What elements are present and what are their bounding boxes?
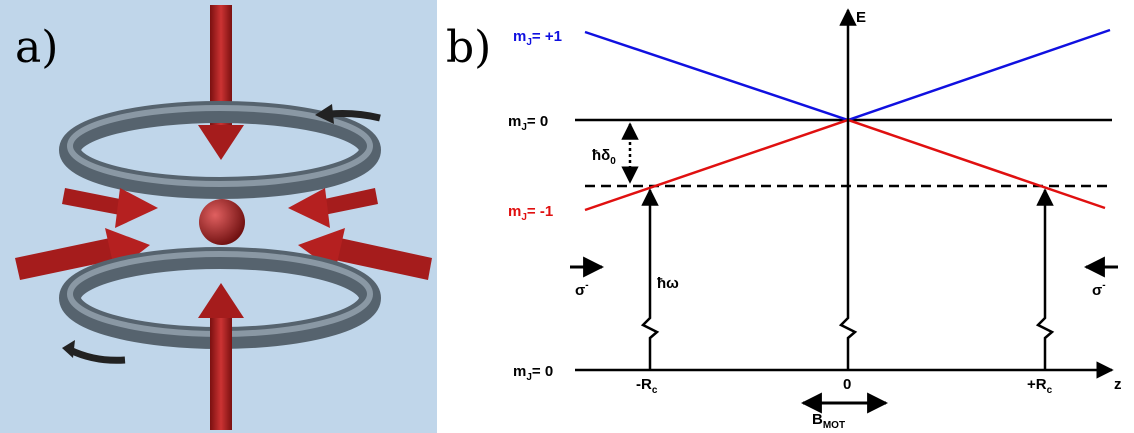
atom-cloud — [199, 199, 245, 245]
level-label: mJ= 0 — [508, 113, 548, 133]
tick-label: +Rc — [1027, 376, 1053, 396]
level-label: mJ= 0 — [513, 363, 553, 383]
axis-label: z — [1114, 376, 1122, 393]
tick-label: -Rc — [636, 376, 658, 396]
detuning-label: ħδ0 — [592, 147, 616, 167]
labels: mJ= +1 mJ= 0 mJ= -1 mJ= 0 E ħδ0 ħω σ- σ-… — [508, 9, 1122, 431]
field-label: BMOT — [812, 411, 845, 431]
level-label: mJ= -1 — [508, 203, 553, 223]
level-line — [585, 120, 1105, 210]
photon-arrow — [1038, 190, 1052, 370]
polarization-label: σ- — [1092, 280, 1106, 299]
tick-label: 0 — [843, 376, 851, 393]
photon-arrow — [643, 190, 657, 370]
axis-label: E — [856, 9, 866, 26]
photon-label: ħω — [657, 275, 679, 292]
level-label: mJ= +1 — [513, 28, 562, 48]
energy-axis — [841, 10, 855, 370]
panel-a: a) — [0, 0, 437, 433]
figure: a) b) mJ= +1 mJ= 0 mJ= -1 mJ= 0 E ħδ0 ħω… — [0, 0, 1134, 433]
beam — [210, 318, 232, 430]
polarization-label: σ- — [575, 280, 589, 299]
panel-label: b) — [446, 22, 491, 73]
panel-label: a) — [15, 22, 58, 73]
